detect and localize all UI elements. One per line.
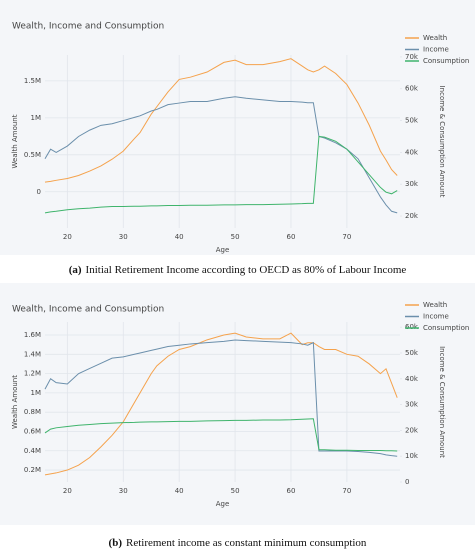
legend-label: Wealth [423,301,447,309]
x-tick-label: 50 [231,487,240,495]
x-tick-label: 40 [175,487,184,495]
legend-label: Wealth [423,34,447,42]
chart-title: Wealth, Income and Consumption [12,305,164,315]
series-line [44,135,398,214]
x-tick-label: 60 [287,487,296,495]
y-tick-label: 0 [37,188,41,196]
x-tick-label: 70 [342,233,351,241]
caption-text: Initial Retirement Income according to O… [86,264,407,276]
y-axis-title: Wealth Amount [11,114,19,168]
series-line [44,339,398,457]
series-line [44,332,398,476]
caption: (a) Initial Retirement Income according t… [69,264,407,276]
y2-tick-label: 20k [405,212,419,220]
legend-label: Consumption [423,324,469,332]
y-tick-label: 1.5M [24,77,41,85]
y-tick-label: 0.6M [24,427,41,435]
y-tick-label: 1.2M [24,370,41,378]
y2-tick-label: 40k [405,375,419,383]
caption-text: Retirement income as constant minimum co… [126,537,367,549]
y2-tick-label: 30k [405,401,419,409]
y2-tick-label: 20k [405,426,419,434]
y-tick-label: 0.5M [24,151,41,159]
y2-tick-label: 70k [405,53,419,61]
y2-tick-label: 0 [405,478,409,486]
y2-tick-label: 40k [405,148,419,156]
x-tick-label: 30 [119,487,128,495]
legend-label: Income [423,313,449,321]
legend-label: Income [423,46,449,54]
panel [0,0,475,255]
chart-title: Wealth, Income and Consumption [12,22,164,32]
y2-axis-title: Income & Consumption Amount [438,346,446,458]
y-tick-label: 1M [31,389,42,397]
y2-tick-label: 60k [405,323,419,331]
caption-label: (a) [69,264,82,276]
y-axis-title: Wealth Amount [11,375,19,429]
series-line [44,418,398,452]
y2-axis-title: Income & Consumption Amount [438,86,446,198]
y-tick-label: 1.6M [24,331,41,339]
x-tick-label: 30 [119,233,128,241]
y-tick-label: 1.4M [24,350,41,358]
y-tick-label: 0.4M [24,447,41,455]
y2-tick-label: 50k [405,349,419,357]
x-tick-label: 20 [63,233,72,241]
y-tick-label: 0.2M [24,466,41,474]
y-tick-label: 0.8M [24,408,41,416]
caption: (b) Retirement income as constant minimum… [109,537,367,549]
series-line [44,58,398,183]
x-tick-label: 60 [287,233,296,241]
caption-label: (b) [109,537,123,549]
x-tick-label: 70 [342,487,351,495]
x-tick-label: 20 [63,487,72,495]
y2-tick-label: 30k [405,180,419,188]
x-axis-title: Age [216,246,230,254]
x-axis-title: Age [216,500,230,508]
x-tick-label: 50 [231,233,240,241]
panel [0,283,475,525]
y2-tick-label: 60k [405,85,419,93]
y2-tick-label: 50k [405,117,419,125]
legend-label: Consumption [423,57,469,65]
y-tick-label: 1M [31,114,42,122]
x-tick-label: 40 [175,233,184,241]
y2-tick-label: 10k [405,452,419,460]
